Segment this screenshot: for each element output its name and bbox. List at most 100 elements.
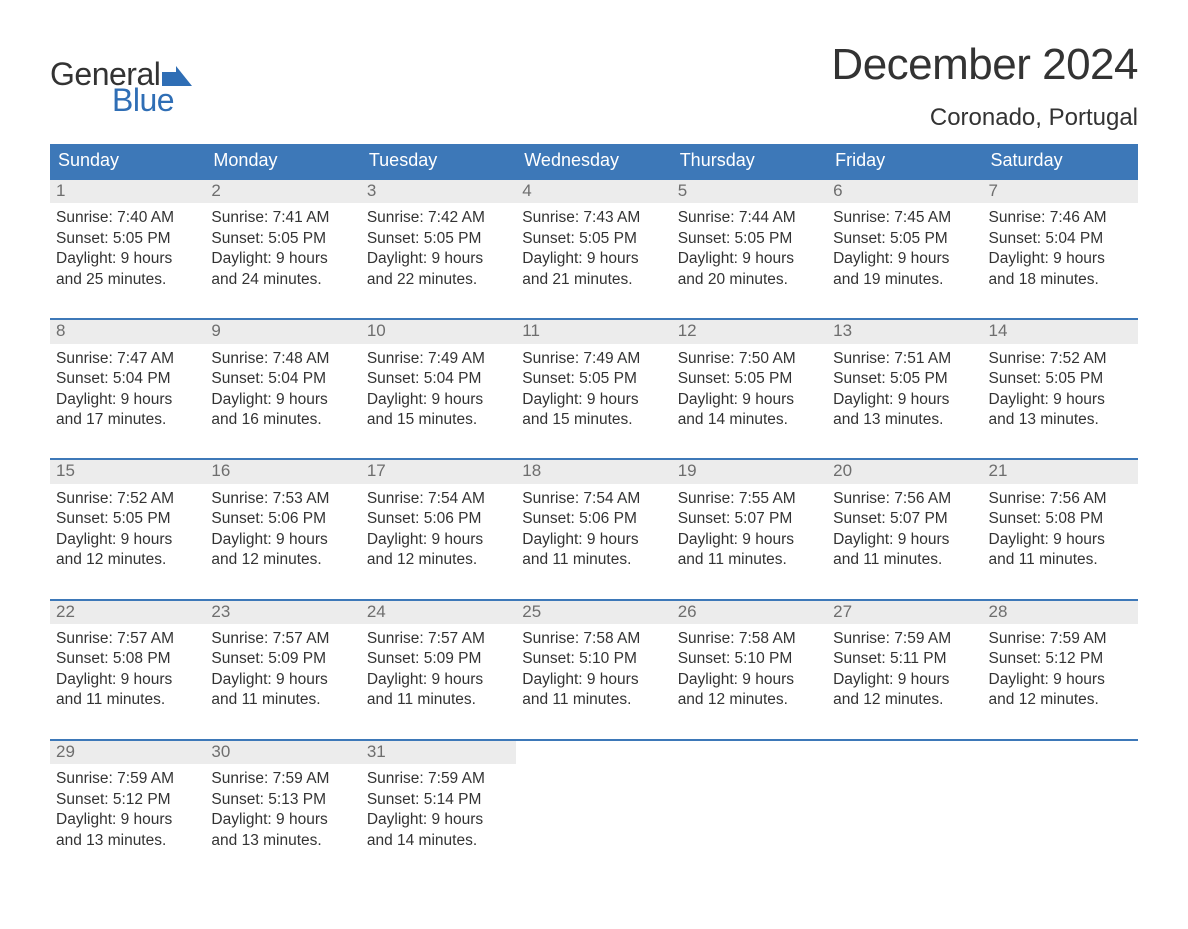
- day-body: Sunrise: 7:59 AMSunset: 5:12 PMDaylight:…: [983, 624, 1138, 739]
- calendar-table: Sunday Monday Tuesday Wednesday Thursday…: [50, 144, 1138, 879]
- sunrise-line: Sunrise: 7:42 AM: [367, 208, 510, 228]
- daylight-line: Daylight: 9 hours and 22 minutes.: [367, 249, 510, 290]
- day-cell: 12Sunrise: 7:50 AMSunset: 5:05 PMDayligh…: [672, 319, 827, 459]
- sunset-line: Sunset: 5:12 PM: [989, 649, 1132, 669]
- sunset-line: Sunset: 5:05 PM: [522, 369, 665, 389]
- day-number: 6: [827, 180, 982, 203]
- sunset-line: Sunset: 5:08 PM: [56, 649, 199, 669]
- day-number: 15: [50, 460, 205, 483]
- day-body: Sunrise: 7:59 AMSunset: 5:13 PMDaylight:…: [205, 764, 360, 879]
- sunset-line: Sunset: 5:13 PM: [211, 790, 354, 810]
- sunset-line: Sunset: 5:11 PM: [833, 649, 976, 669]
- day-cell: 2Sunrise: 7:41 AMSunset: 5:05 PMDaylight…: [205, 179, 360, 319]
- month-year-title: December 2024: [831, 40, 1138, 90]
- day-cell: 15Sunrise: 7:52 AMSunset: 5:05 PMDayligh…: [50, 459, 205, 599]
- day-cell: 3Sunrise: 7:42 AMSunset: 5:05 PMDaylight…: [361, 179, 516, 319]
- sunrise-line: Sunrise: 7:59 AM: [211, 769, 354, 789]
- col-friday: Friday: [827, 144, 982, 179]
- daylight-line: Daylight: 9 hours and 12 minutes.: [56, 530, 199, 571]
- day-cell: 19Sunrise: 7:55 AMSunset: 5:07 PMDayligh…: [672, 459, 827, 599]
- day-number: 21: [983, 460, 1138, 483]
- daylight-line: Daylight: 9 hours and 12 minutes.: [989, 670, 1132, 711]
- week-row: 1Sunrise: 7:40 AMSunset: 5:05 PMDaylight…: [50, 179, 1138, 319]
- day-number: 3: [361, 180, 516, 203]
- day-number: 31: [361, 741, 516, 764]
- day-cell: 30Sunrise: 7:59 AMSunset: 5:13 PMDayligh…: [205, 740, 360, 879]
- day-cell: 18Sunrise: 7:54 AMSunset: 5:06 PMDayligh…: [516, 459, 671, 599]
- page: General Blue December 2024 Coronado, Por…: [0, 0, 1188, 929]
- sunset-line: Sunset: 5:07 PM: [833, 509, 976, 529]
- day-cell: 8Sunrise: 7:47 AMSunset: 5:04 PMDaylight…: [50, 319, 205, 459]
- day-cell: 20Sunrise: 7:56 AMSunset: 5:07 PMDayligh…: [827, 459, 982, 599]
- logo-word-blue: Blue: [112, 84, 192, 116]
- day-number: 23: [205, 601, 360, 624]
- col-thursday: Thursday: [672, 144, 827, 179]
- day-body: Sunrise: 7:44 AMSunset: 5:05 PMDaylight:…: [672, 203, 827, 318]
- daylight-line: Daylight: 9 hours and 11 minutes.: [989, 530, 1132, 571]
- day-body: Sunrise: 7:59 AMSunset: 5:11 PMDaylight:…: [827, 624, 982, 739]
- daylight-line: Daylight: 9 hours and 15 minutes.: [522, 390, 665, 431]
- sunrise-line: Sunrise: 7:52 AM: [989, 349, 1132, 369]
- sunrise-line: Sunrise: 7:50 AM: [678, 349, 821, 369]
- sunrise-line: Sunrise: 7:58 AM: [678, 629, 821, 649]
- day-number: 5: [672, 180, 827, 203]
- sunset-line: Sunset: 5:05 PM: [211, 229, 354, 249]
- daylight-line: Daylight: 9 hours and 17 minutes.: [56, 390, 199, 431]
- day-body: Sunrise: 7:42 AMSunset: 5:05 PMDaylight:…: [361, 203, 516, 318]
- daylight-line: Daylight: 9 hours and 11 minutes.: [833, 530, 976, 571]
- daylight-line: Daylight: 9 hours and 11 minutes.: [211, 670, 354, 711]
- sunset-line: Sunset: 5:09 PM: [211, 649, 354, 669]
- day-number: 2: [205, 180, 360, 203]
- day-body: Sunrise: 7:56 AMSunset: 5:07 PMDaylight:…: [827, 484, 982, 599]
- day-cell: 27Sunrise: 7:59 AMSunset: 5:11 PMDayligh…: [827, 600, 982, 740]
- sunrise-line: Sunrise: 7:53 AM: [211, 489, 354, 509]
- day-body: Sunrise: 7:57 AMSunset: 5:09 PMDaylight:…: [205, 624, 360, 739]
- daylight-line: Daylight: 9 hours and 11 minutes.: [56, 670, 199, 711]
- weekday-header-row: Sunday Monday Tuesday Wednesday Thursday…: [50, 144, 1138, 179]
- sunset-line: Sunset: 5:06 PM: [211, 509, 354, 529]
- sunrise-line: Sunrise: 7:44 AM: [678, 208, 821, 228]
- sunrise-line: Sunrise: 7:56 AM: [833, 489, 976, 509]
- daylight-line: Daylight: 9 hours and 12 minutes.: [367, 530, 510, 571]
- day-cell: 24Sunrise: 7:57 AMSunset: 5:09 PMDayligh…: [361, 600, 516, 740]
- day-cell: 25Sunrise: 7:58 AMSunset: 5:10 PMDayligh…: [516, 600, 671, 740]
- day-number: 1: [50, 180, 205, 203]
- day-body: Sunrise: 7:56 AMSunset: 5:08 PMDaylight:…: [983, 484, 1138, 599]
- day-number: 7: [983, 180, 1138, 203]
- sunrise-line: Sunrise: 7:40 AM: [56, 208, 199, 228]
- daylight-line: Daylight: 9 hours and 13 minutes.: [56, 810, 199, 851]
- daylight-line: Daylight: 9 hours and 18 minutes.: [989, 249, 1132, 290]
- day-number: 27: [827, 601, 982, 624]
- sunrise-line: Sunrise: 7:51 AM: [833, 349, 976, 369]
- day-cell: 14Sunrise: 7:52 AMSunset: 5:05 PMDayligh…: [983, 319, 1138, 459]
- sunset-line: Sunset: 5:05 PM: [56, 229, 199, 249]
- day-cell: 29Sunrise: 7:59 AMSunset: 5:12 PMDayligh…: [50, 740, 205, 879]
- day-number: 24: [361, 601, 516, 624]
- sunrise-line: Sunrise: 7:49 AM: [522, 349, 665, 369]
- sunrise-line: Sunrise: 7:43 AM: [522, 208, 665, 228]
- day-number: 25: [516, 601, 671, 624]
- sunrise-line: Sunrise: 7:41 AM: [211, 208, 354, 228]
- day-number: 30: [205, 741, 360, 764]
- col-saturday: Saturday: [983, 144, 1138, 179]
- daylight-line: Daylight: 9 hours and 12 minutes.: [678, 670, 821, 711]
- col-sunday: Sunday: [50, 144, 205, 179]
- sunrise-line: Sunrise: 7:55 AM: [678, 489, 821, 509]
- sunset-line: Sunset: 5:05 PM: [678, 229, 821, 249]
- sunrise-line: Sunrise: 7:57 AM: [367, 629, 510, 649]
- day-number: 22: [50, 601, 205, 624]
- sunrise-line: Sunrise: 7:47 AM: [56, 349, 199, 369]
- day-cell: 7Sunrise: 7:46 AMSunset: 5:04 PMDaylight…: [983, 179, 1138, 319]
- sunset-line: Sunset: 5:10 PM: [522, 649, 665, 669]
- day-body: Sunrise: 7:59 AMSunset: 5:12 PMDaylight:…: [50, 764, 205, 879]
- header: General Blue December 2024 Coronado, Por…: [50, 40, 1138, 132]
- daylight-line: Daylight: 9 hours and 21 minutes.: [522, 249, 665, 290]
- day-body: Sunrise: 7:41 AMSunset: 5:05 PMDaylight:…: [205, 203, 360, 318]
- day-number: 29: [50, 741, 205, 764]
- day-body: Sunrise: 7:43 AMSunset: 5:05 PMDaylight:…: [516, 203, 671, 318]
- empty-day-cell: ..: [516, 740, 671, 879]
- sunset-line: Sunset: 5:05 PM: [56, 509, 199, 529]
- daylight-line: Daylight: 9 hours and 13 minutes.: [989, 390, 1132, 431]
- day-body: Sunrise: 7:58 AMSunset: 5:10 PMDaylight:…: [516, 624, 671, 739]
- sunset-line: Sunset: 5:05 PM: [833, 229, 976, 249]
